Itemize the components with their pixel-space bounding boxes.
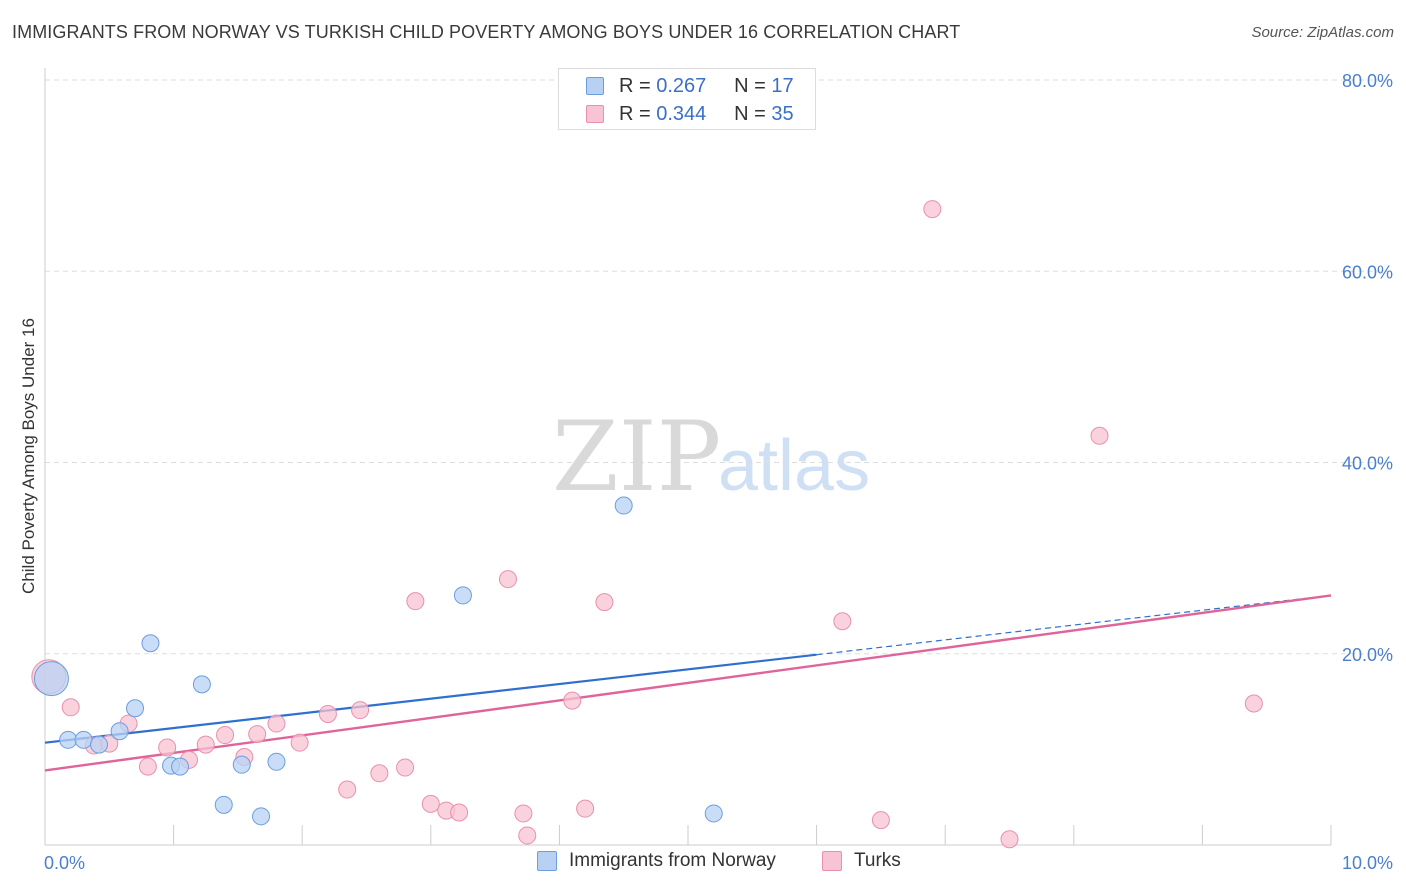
point-turks-9	[216, 726, 235, 745]
y-tick-label-3: 80.0%	[1342, 71, 1393, 91]
point-norway-15	[614, 496, 633, 515]
trend-line-norway-extension	[816, 594, 1332, 656]
point-norway-8	[171, 757, 190, 776]
point-turks-25	[518, 826, 537, 845]
point-turks-16	[351, 701, 370, 720]
legend-n-value: 35	[771, 102, 794, 125]
legend-n-label: N =	[734, 102, 766, 125]
point-turks-22	[450, 803, 469, 822]
point-turks-33	[1090, 426, 1109, 445]
point-turks-34	[1244, 694, 1263, 713]
point-turks-8	[196, 735, 215, 754]
point-norway-6	[141, 634, 160, 653]
legend-r-label: R =	[619, 102, 651, 125]
chart-source: Source: ZipAtlas.com	[1251, 24, 1394, 41]
series-legend-norway: Immigrants from Norway	[537, 850, 776, 872]
point-turks-12	[267, 714, 286, 733]
y-axis-label: Child Poverty Among Boys Under 16	[19, 318, 38, 594]
legend-swatch-turks	[586, 105, 604, 123]
point-turks-32	[1000, 830, 1019, 849]
point-turks-13	[290, 733, 309, 752]
point-turks-6	[158, 738, 177, 757]
legend: R = 0.267 N = 17 R = 0.344 N = 35	[558, 68, 816, 130]
y-tick-label-1: 40.0%	[1342, 454, 1393, 474]
point-norway-14	[453, 586, 472, 605]
point-turks-20	[421, 794, 440, 813]
watermark: ZIP atlas	[552, 401, 870, 513]
point-norway-4	[110, 722, 129, 741]
legend-r-label: R =	[619, 74, 651, 97]
series-name-norway: Immigrants from Norway	[569, 850, 776, 871]
point-turks-5	[138, 757, 157, 776]
data-points	[31, 200, 1263, 849]
x-tick-label-1: 10.0%	[1342, 853, 1393, 873]
point-turks-14	[318, 704, 337, 723]
point-norway-3	[90, 735, 109, 754]
point-turks-1	[61, 698, 80, 717]
point-turks-11	[248, 725, 267, 744]
trend-line-norway	[44, 653, 817, 744]
x-tick-labels: 0.0% 10.0%	[44, 853, 1393, 873]
legend-swatch-norway	[586, 77, 604, 95]
gridlines	[45, 79, 1394, 655]
point-turks-29	[833, 612, 852, 631]
point-turks-31	[923, 200, 942, 219]
point-turks-28	[595, 593, 614, 612]
point-norway-9	[192, 675, 211, 694]
series-legend: Immigrants from Norway Turks	[0, 850, 1406, 878]
axes	[44, 68, 1332, 846]
watermark-atlas: atlas	[718, 426, 870, 506]
legend-n-label: N =	[734, 74, 766, 97]
point-norway-1	[59, 730, 78, 749]
point-norway-11	[232, 755, 251, 774]
trend-lines	[44, 594, 1332, 772]
point-norway-16	[704, 804, 723, 823]
series-swatch-norway	[537, 851, 557, 871]
series-legend-turks: Turks	[822, 850, 901, 872]
point-turks-23	[498, 570, 517, 589]
x-tick-label-0: 0.0%	[44, 853, 85, 873]
y-tick-label-2: 60.0%	[1342, 262, 1393, 282]
legend-n-value: 17	[771, 74, 794, 97]
chart-title: IMMIGRANTS FROM NORWAY VS TURKISH CHILD …	[12, 22, 961, 42]
point-norway-5	[126, 699, 145, 718]
legend-r-value: 0.267	[656, 74, 707, 97]
point-turks-17	[370, 764, 389, 783]
watermark-zip: ZIP	[552, 401, 721, 513]
legend-r-value: 0.344	[656, 102, 707, 125]
point-turks-26	[563, 691, 582, 710]
point-norway-10	[214, 795, 233, 814]
series-name-turks: Turks	[854, 850, 901, 871]
point-norway-2	[74, 730, 93, 749]
series-swatch-turks	[822, 851, 842, 871]
point-turks-19	[406, 592, 425, 611]
point-turks-15	[338, 780, 357, 799]
legend-row-norway: R = 0.267 N = 17	[586, 73, 794, 99]
legend-row-turks: R = 0.344 N = 35	[586, 101, 794, 127]
point-norway-0	[33, 661, 69, 697]
point-turks-27	[576, 799, 595, 818]
point-norway-13	[267, 752, 286, 771]
y-tick-label-0: 20.0%	[1342, 645, 1393, 665]
y-tick-labels: 20.0% 40.0% 60.0% 80.0%	[1342, 71, 1393, 665]
point-turks-18	[396, 758, 415, 777]
point-turks-24	[514, 804, 533, 823]
trend-line-turks	[44, 594, 1332, 772]
point-turks-30	[871, 811, 890, 830]
point-norway-12	[252, 807, 271, 826]
